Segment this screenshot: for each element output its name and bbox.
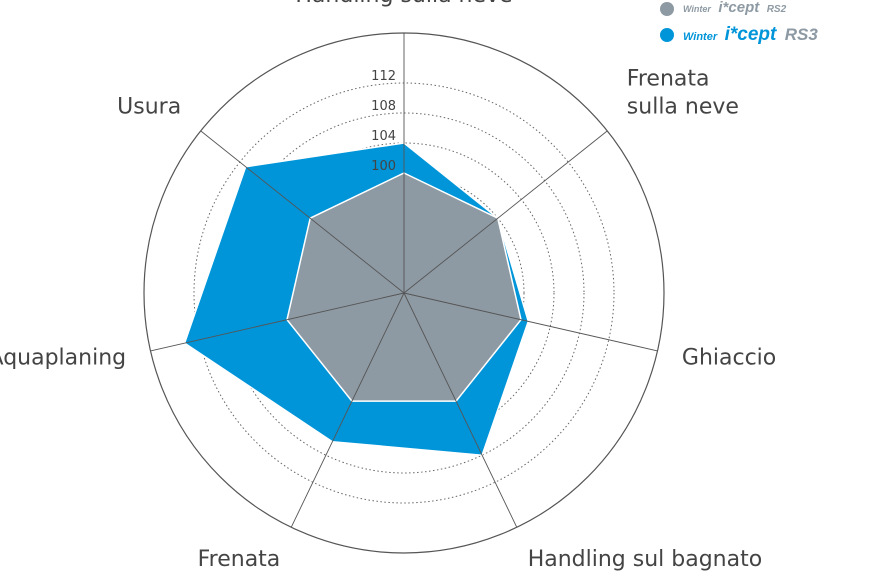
legend-suffix-rs3: RS3 [785,25,819,44]
spoke-ghiaccio [403,292,658,352]
legend-item-rs2: Winter i*cept RS2 [660,0,787,16]
svg-text:Winter i*cept: Winter i*cept RS2 [683,0,787,16]
radar-spokes [150,33,658,528]
legend-brand-rs2: Winter [683,4,711,14]
axis-label-frenata-sulla-neve: Frenata sulla neve [627,66,739,119]
legend-suffix-rs2: RS2 [767,4,787,15]
series-layer [183,142,530,456]
axis-label-handling-sulla-neve: Handling sulla neve [295,0,512,8]
tick-label-112: 112 [371,69,396,84]
grid-ring-104 [253,142,555,444]
tick-label-100: 100 [371,159,396,174]
legend-brand-rs3: Winter [683,31,718,43]
spoke-usura [200,130,405,294]
legend-model-rs2: i*cept [718,0,760,16]
tick-labels: 100 104 108 112 [371,69,396,174]
legend-marker-rs2 [660,2,674,16]
axis-label-aquaplaning: Aquaplaning [0,345,126,370]
spoke-aquaplaning [150,292,405,352]
axis-label-handling-sul-bagnato: Handling sul bagnato [528,547,763,572]
svg-text:Winter i*cept: Winter i*cept RS3 [683,24,818,45]
spoke-frenata-sulla-neve [403,130,608,294]
legend-model-rs3: i*cept [725,24,777,45]
legend: Winter i*cept RS2 Winter i*cept RS3 [660,0,818,45]
legend-marker-rs3 [660,28,674,42]
axis-label-ghiaccio: Ghiaccio [682,345,776,370]
axis-label-usura: Usura [117,94,181,119]
legend-item-rs3: Winter i*cept RS3 [660,24,818,45]
tick-label-108: 108 [371,99,396,114]
spoke-handling-sul-bagnato [403,292,518,528]
tick-label-104: 104 [371,129,396,144]
spoke-frenata-sul-bagnato [290,292,405,528]
